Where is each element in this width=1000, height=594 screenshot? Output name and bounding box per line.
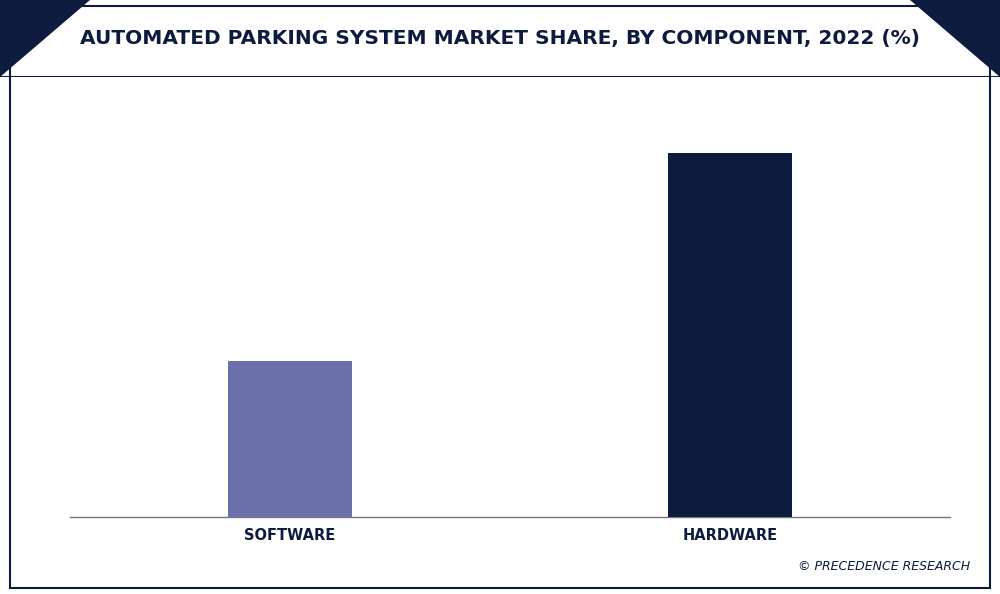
- Bar: [668, 153, 792, 517]
- Polygon shape: [910, 0, 1000, 77]
- Polygon shape: [0, 0, 90, 77]
- Text: AUTOMATED PARKING SYSTEM MARKET SHARE, BY COMPONENT, 2022 (%): AUTOMATED PARKING SYSTEM MARKET SHARE, B…: [80, 29, 920, 48]
- Text: © PRECEDENCE RESEARCH: © PRECEDENCE RESEARCH: [798, 560, 970, 573]
- Bar: [228, 361, 352, 517]
